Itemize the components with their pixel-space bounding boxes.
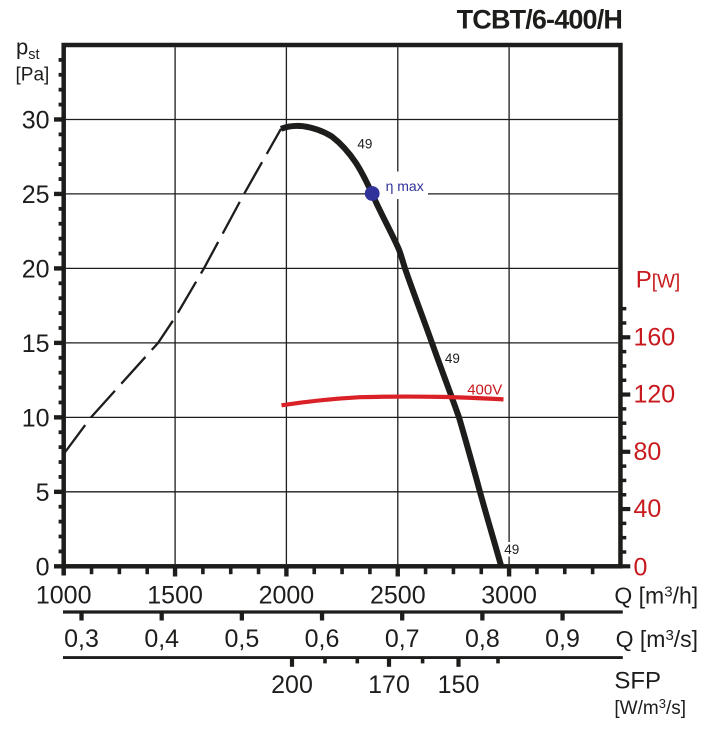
svg-text:1500: 1500 (147, 582, 203, 610)
svg-text:[W/m3/s]: [W/m3/s] (614, 696, 686, 719)
svg-text:49: 49 (357, 136, 372, 151)
svg-text:30: 30 (22, 107, 50, 135)
svg-text:15: 15 (22, 330, 50, 358)
svg-text:[Pa]: [Pa] (16, 65, 50, 86)
svg-text:0,3: 0,3 (64, 625, 99, 653)
svg-text:0,9: 0,9 (545, 625, 580, 653)
svg-text:Q [m3/s]: Q [m3/s] (616, 626, 698, 652)
svg-text:0: 0 (36, 553, 50, 581)
svg-text:5: 5 (36, 479, 50, 507)
svg-text:49: 49 (445, 351, 460, 366)
svg-text:120: 120 (634, 381, 676, 409)
svg-text:pst: pst (16, 35, 40, 64)
svg-text:0: 0 (634, 554, 648, 582)
svg-text:Q [m3/h]: Q [m3/h] (614, 583, 698, 609)
svg-text:200: 200 (271, 671, 313, 699)
svg-text:0,8: 0,8 (465, 625, 500, 653)
svg-text:η max: η max (386, 178, 424, 194)
svg-text:400V: 400V (467, 382, 502, 399)
svg-text:80: 80 (634, 438, 662, 466)
svg-text:0,4: 0,4 (144, 625, 179, 653)
svg-text:2000: 2000 (259, 582, 315, 610)
svg-text:170: 170 (368, 671, 410, 699)
svg-text:0,5: 0,5 (225, 625, 260, 653)
svg-text:40: 40 (634, 495, 662, 523)
svg-text:TCBT/6-400/H: TCBT/6-400/H (457, 5, 622, 35)
svg-text:3000: 3000 (481, 582, 537, 610)
svg-text:0,6: 0,6 (305, 625, 340, 653)
svg-text:20: 20 (22, 255, 50, 283)
svg-text:49: 49 (504, 542, 519, 557)
svg-text:10: 10 (22, 404, 50, 432)
svg-text:2500: 2500 (370, 582, 426, 610)
svg-text:SFP: SFP (614, 668, 661, 695)
svg-text:160: 160 (634, 323, 676, 351)
svg-text:1000: 1000 (36, 582, 92, 610)
svg-text:0,7: 0,7 (385, 625, 420, 653)
svg-text:150: 150 (438, 671, 480, 699)
svg-text:P[W]: P[W] (636, 267, 681, 294)
svg-text:25: 25 (22, 181, 50, 209)
